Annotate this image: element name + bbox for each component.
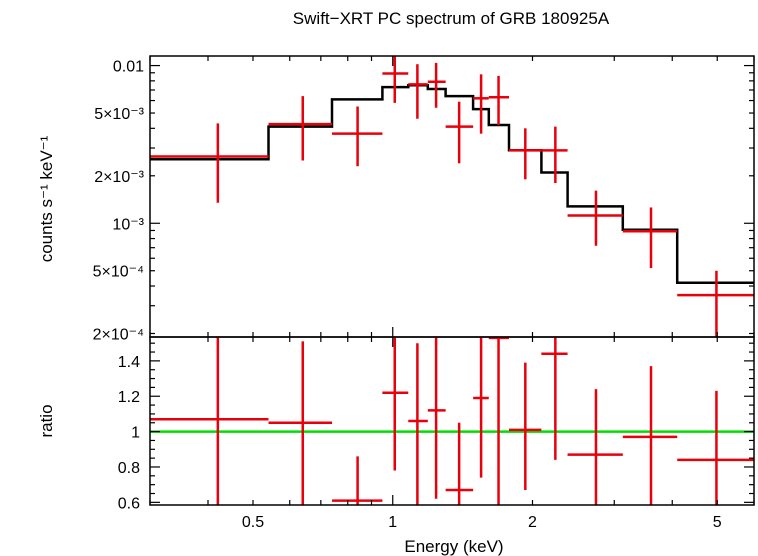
ratio-data-point (332, 456, 383, 505)
spectrum-data-point (622, 207, 678, 269)
ratio-data-point (509, 362, 542, 490)
spectrum-y-tick-label: 5×10⁻⁴ (93, 264, 144, 281)
ratio-panel: 1.4 1.2 1 0.8 0.6 0.5 1 2 5 (118, 336, 755, 531)
spectrum-data-point (445, 101, 474, 164)
chart-title: Swift−XRT PC spectrum of GRB 180925A (293, 9, 610, 28)
spectrum-data-point (332, 106, 383, 167)
ratio-frame (149, 336, 755, 506)
ratio-y-tick-label: 0.8 (118, 460, 140, 477)
spectrum-data-point (382, 56, 409, 103)
ratio-data-point (382, 337, 409, 471)
spectrum-frame (149, 55, 755, 338)
spectrum-plot-area (150, 56, 754, 337)
spectrum-y-tick-label: 2×10⁻⁴ (93, 326, 144, 343)
model-step-line (150, 84, 754, 284)
x-tick-label: 5 (713, 514, 722, 531)
spectrum-y-tick-label: 0.01 (113, 59, 144, 76)
ratio-y-tick-label: 1 (131, 425, 140, 442)
x-tick-label: 1 (388, 514, 397, 531)
ratio-y-tick-label: 0.6 (118, 495, 140, 512)
spectrum-data-point (268, 96, 333, 161)
ratio-plot-area (150, 337, 754, 505)
spectrum-data-point (473, 74, 489, 134)
ratio-data-point (677, 390, 754, 505)
ratio-data-point (541, 337, 568, 460)
x-tick-label: 0.5 (242, 514, 264, 531)
spectrum-y-tick-label: 5×10⁻³ (94, 106, 144, 123)
ratio-data-point (622, 366, 678, 505)
spectrum-data-point (567, 190, 623, 246)
ratio-data-point (445, 422, 474, 505)
ratio-data-point (268, 341, 333, 505)
spectrum-data-point (427, 62, 446, 108)
ratio-y-tick-label: 1.2 (118, 389, 140, 406)
ratio-y-tick-label: 1.4 (118, 354, 140, 371)
ratio-data-point (473, 337, 489, 478)
spectrum-data-point (677, 270, 754, 337)
ratio-data-point (567, 389, 623, 505)
spectrum-data-point (488, 75, 510, 125)
bottom-y-axis-label: ratio (37, 404, 56, 437)
ratio-data-point (427, 337, 446, 499)
x-tick-label: 2 (528, 514, 537, 531)
x-axis-label: Energy (keV) (404, 537, 503, 556)
spectrum-data-point (509, 128, 542, 180)
spectrum-panel: 0.01 5×10⁻³ 2×10⁻³ 10⁻³ 5×10⁻⁴ 2×10⁻⁴ (93, 55, 755, 343)
top-y-axis-label: counts s⁻¹ keV⁻¹ (37, 135, 56, 262)
spectrum-data-point (408, 64, 428, 119)
spectrum-data-point (150, 123, 269, 203)
spectrum-y-tick-label: 10⁻³ (112, 216, 144, 233)
ratio-data-point (150, 337, 269, 505)
ratio-data-point (408, 343, 428, 505)
ratio-data-point (488, 337, 510, 505)
spectrum-y-tick-label: 2×10⁻³ (94, 169, 144, 186)
spectrum-data-point (541, 126, 568, 184)
